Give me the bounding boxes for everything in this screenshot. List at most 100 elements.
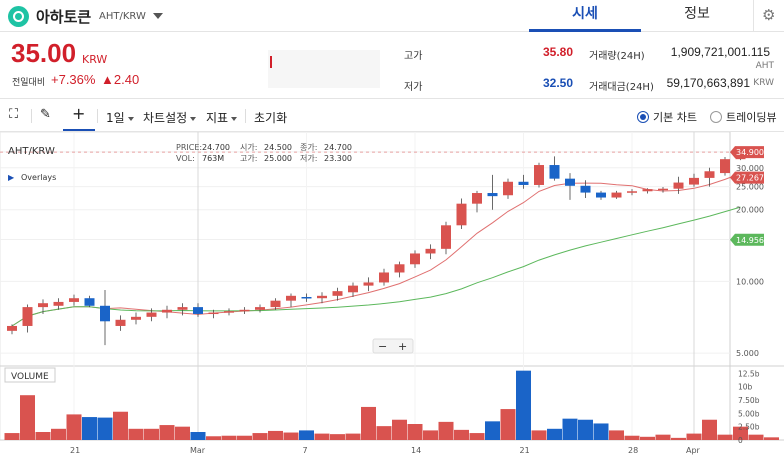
volume-bar	[35, 432, 51, 440]
candle-body	[658, 188, 668, 191]
candle-body	[627, 191, 637, 193]
chart-settings-menu[interactable]: 차트설정	[143, 109, 197, 126]
volume-label: VOLUME	[11, 372, 49, 382]
volume-bar	[702, 419, 717, 440]
candle-body	[22, 307, 33, 326]
price-tag: 14.956	[730, 233, 764, 246]
period-select[interactable]: 1일	[106, 109, 134, 126]
coin-pair[interactable]: AHT/KRW	[99, 11, 146, 22]
basic-chart-label[interactable]: 기본 차트	[653, 111, 697, 124]
overlays-label[interactable]: Overlays	[21, 173, 56, 182]
volume-bar	[686, 433, 702, 440]
volume-label: 거래량(24H)	[589, 51, 645, 62]
volume-bar	[531, 430, 547, 440]
candle-body	[425, 248, 436, 254]
volume-bar	[407, 424, 423, 440]
coin-selector-caret-icon[interactable]	[153, 13, 163, 19]
fullscreen-icon[interactable]: ⛶	[9, 107, 19, 122]
volume-value: 1,909,721,001.115	[670, 45, 770, 59]
coin-name[interactable]: 아하토큰	[36, 8, 92, 26]
candle-body	[255, 307, 265, 310]
candle-body	[162, 309, 172, 313]
price-chart[interactable]: 35.00030.00025.00020.00015.00010.0005.00…	[0, 132, 784, 460]
info-high: 25.000	[264, 154, 292, 163]
candle-body	[363, 282, 374, 286]
price-tick-label: 5.000	[736, 349, 759, 358]
candle-body	[38, 303, 48, 308]
header-divider	[753, 0, 754, 32]
volume-bars	[4, 370, 779, 440]
volume-bar	[345, 433, 361, 440]
volume-bar	[454, 429, 469, 440]
candle-body	[115, 319, 126, 326]
zoom-in-button[interactable]: +	[398, 340, 407, 353]
volume-bar	[314, 433, 330, 440]
tab-price[interactable]: 시세	[529, 0, 641, 32]
tradingview-label[interactable]: 트레이딩뷰	[726, 111, 777, 124]
volume-bar	[268, 430, 283, 440]
zoom-controls	[372, 338, 414, 354]
volume-bar	[159, 425, 175, 440]
candle-body	[53, 301, 64, 306]
chart-background	[0, 132, 784, 460]
candle-body	[69, 298, 79, 302]
info-vol-label: VOL:	[176, 154, 195, 163]
candle-body	[177, 307, 188, 310]
volume-bar	[206, 436, 221, 440]
high-label: 고가	[404, 51, 423, 62]
volume-bar	[252, 433, 268, 440]
candle-body	[673, 182, 684, 189]
overlays-toggle-icon[interactable]: ▶	[8, 173, 15, 182]
toolbar-divider	[97, 109, 98, 123]
volume-bar	[500, 409, 516, 440]
volume-bar	[97, 417, 113, 440]
candle-body	[503, 181, 513, 196]
candle-body	[317, 295, 327, 299]
volume-bar	[113, 411, 128, 440]
info-price: 24.700	[202, 143, 230, 152]
zoom-out-button[interactable]: −	[378, 340, 387, 353]
amount-unit: KRW	[753, 78, 774, 88]
toolbar-divider	[245, 109, 246, 123]
reset-button[interactable]: 초기화	[254, 111, 288, 125]
chart-symbol: AHT/KRW	[8, 146, 55, 157]
ma-short-line	[11, 173, 741, 327]
candle-body	[704, 171, 715, 178]
amount-value: 59,170,663,891	[666, 76, 750, 90]
change-amount: ▲2.40	[101, 72, 140, 87]
volume-bar	[516, 370, 531, 440]
coin-logo-icon	[8, 6, 29, 27]
volume-bar	[733, 426, 748, 440]
gear-icon[interactable]: ⚙	[762, 6, 776, 24]
candle-body	[193, 307, 203, 314]
volume-bar	[671, 437, 686, 440]
header: 아하토큰 AHT/KRW 시세 정보 ⚙	[0, 0, 784, 32]
change-label: 전일대비	[12, 78, 46, 88]
indicators-menu[interactable]: 지표	[206, 109, 238, 126]
volume-bar	[764, 437, 779, 440]
volume-tick-label: 10b	[738, 383, 753, 392]
volume-bar	[717, 434, 733, 440]
candle-body	[642, 189, 653, 192]
candle-body	[7, 325, 17, 331]
candle-body	[270, 300, 281, 308]
candle-body	[472, 193, 482, 204]
volume-tick-label: 5.00b	[738, 409, 760, 418]
price-tick-label: 25.000	[736, 183, 764, 192]
amount-label: 거래대금(24H)	[589, 82, 654, 93]
candle-body	[565, 178, 575, 186]
price-tag: 27.267	[730, 171, 764, 184]
volume-tick-label: 12.5b	[738, 369, 760, 378]
radio-basic-chart[interactable]	[637, 111, 649, 123]
price-tag-label: 34.900	[736, 148, 764, 157]
crosshair-icon[interactable]: +	[72, 104, 86, 123]
chevron-down-icon	[190, 116, 197, 121]
chevron-down-icon	[127, 116, 134, 121]
price-tag-box	[730, 171, 764, 184]
chart-axes: 35.00030.00025.00020.00015.00010.0005.00…	[70, 146, 764, 455]
pencil-icon[interactable]: ✎	[40, 107, 51, 122]
radio-tradingview[interactable]	[710, 111, 722, 123]
tab-info[interactable]: 정보	[684, 6, 710, 22]
candle-body	[410, 253, 420, 265]
candle-body	[224, 311, 234, 313]
